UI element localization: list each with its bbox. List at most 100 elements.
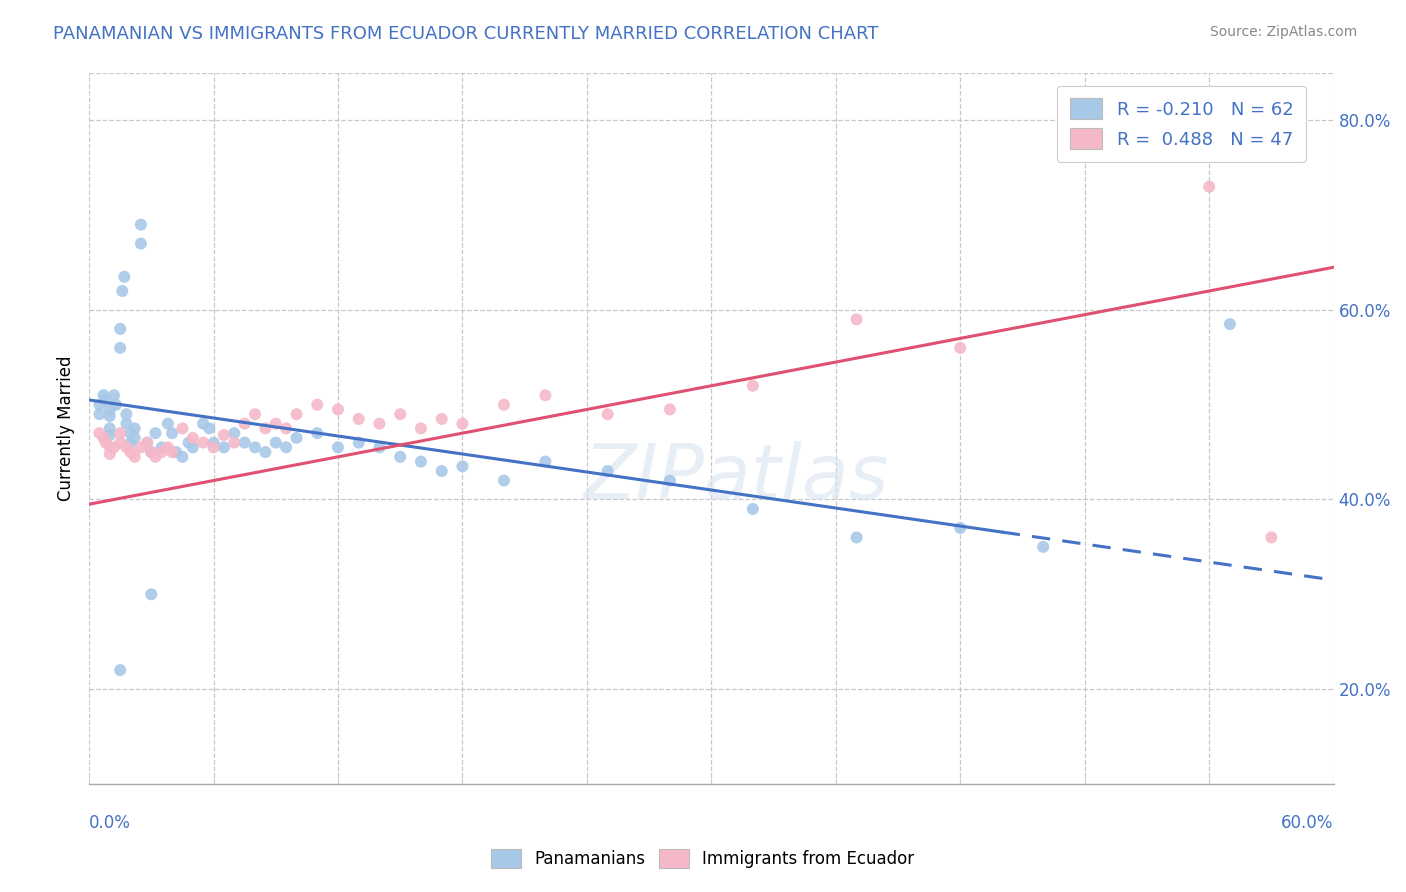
Point <box>534 454 557 468</box>
Point <box>224 435 246 450</box>
Point <box>389 450 412 464</box>
Point <box>451 459 474 474</box>
Point <box>1032 540 1054 554</box>
Point <box>160 445 183 459</box>
Point <box>98 402 121 417</box>
Point <box>141 445 163 459</box>
Point <box>98 441 121 455</box>
Point <box>741 502 763 516</box>
Point <box>658 474 681 488</box>
Point <box>94 392 117 407</box>
Point <box>112 269 135 284</box>
Point <box>89 398 111 412</box>
Point <box>108 341 131 355</box>
Point <box>430 464 453 478</box>
Point <box>129 441 152 455</box>
Point <box>949 521 972 535</box>
Point <box>89 407 111 421</box>
Point <box>98 447 121 461</box>
Point <box>326 402 349 417</box>
Point <box>326 441 349 455</box>
Point <box>202 435 225 450</box>
Text: Source: ZipAtlas.com: Source: ZipAtlas.com <box>1209 25 1357 39</box>
Point <box>111 284 134 298</box>
Point <box>409 421 432 435</box>
Point <box>141 587 163 601</box>
Point <box>1198 179 1220 194</box>
Point <box>124 421 146 435</box>
Point <box>98 428 121 442</box>
Point <box>150 445 173 459</box>
Point <box>108 435 131 450</box>
Text: PANAMANIAN VS IMMIGRANTS FROM ECUADOR CURRENTLY MARRIED CORRELATION CHART: PANAMANIAN VS IMMIGRANTS FROM ECUADOR CU… <box>53 25 879 43</box>
Point <box>120 445 142 459</box>
Point <box>307 426 329 441</box>
Point <box>145 426 167 441</box>
Point <box>191 417 214 431</box>
Point <box>156 441 179 455</box>
Point <box>845 312 868 326</box>
Point <box>1260 530 1282 544</box>
Point <box>658 402 681 417</box>
Point <box>596 464 619 478</box>
Point <box>191 435 214 450</box>
Point <box>451 417 474 431</box>
Point <box>307 398 329 412</box>
Point <box>115 407 138 421</box>
Point <box>103 441 125 455</box>
Point <box>115 441 138 455</box>
Point <box>89 426 111 441</box>
Point <box>177 435 200 450</box>
Point <box>124 431 146 445</box>
Point <box>492 474 515 488</box>
Point <box>198 421 221 435</box>
Point <box>276 441 298 455</box>
Legend: R = -0.210   N = 62, R =  0.488   N = 47: R = -0.210 N = 62, R = 0.488 N = 47 <box>1057 86 1306 161</box>
Point <box>150 441 173 455</box>
Point <box>264 435 287 450</box>
Point <box>172 421 194 435</box>
Point <box>492 398 515 412</box>
Point <box>347 435 370 450</box>
Point <box>285 431 308 445</box>
Point <box>409 454 432 468</box>
Point <box>233 435 256 450</box>
Point <box>93 388 115 402</box>
Point <box>120 426 142 441</box>
Point <box>212 441 235 455</box>
Point <box>347 412 370 426</box>
Point <box>430 412 453 426</box>
Point <box>120 435 142 450</box>
Point <box>94 435 117 450</box>
Y-axis label: Currently Married: Currently Married <box>58 356 75 501</box>
Point <box>108 426 131 441</box>
Point <box>949 341 972 355</box>
Point <box>136 435 159 450</box>
Point <box>276 421 298 435</box>
Point <box>285 407 308 421</box>
Point <box>93 431 115 445</box>
Point <box>181 441 204 455</box>
Text: 0.0%: 0.0% <box>89 814 131 832</box>
Point <box>233 417 256 431</box>
Point <box>243 441 266 455</box>
Point <box>136 435 159 450</box>
Point <box>243 407 266 421</box>
Point <box>202 441 225 455</box>
Point <box>254 445 277 459</box>
Point <box>212 428 235 442</box>
Point <box>596 407 619 421</box>
Point <box>741 378 763 392</box>
Point <box>1219 317 1241 331</box>
Text: ZIPatlas: ZIPatlas <box>583 442 889 516</box>
Point <box>534 388 557 402</box>
Point <box>254 421 277 435</box>
Point <box>224 426 246 441</box>
Point <box>264 417 287 431</box>
Point <box>368 441 391 455</box>
Point <box>98 421 121 435</box>
Point <box>845 530 868 544</box>
Point <box>145 450 167 464</box>
Point <box>172 450 194 464</box>
Point <box>103 388 125 402</box>
